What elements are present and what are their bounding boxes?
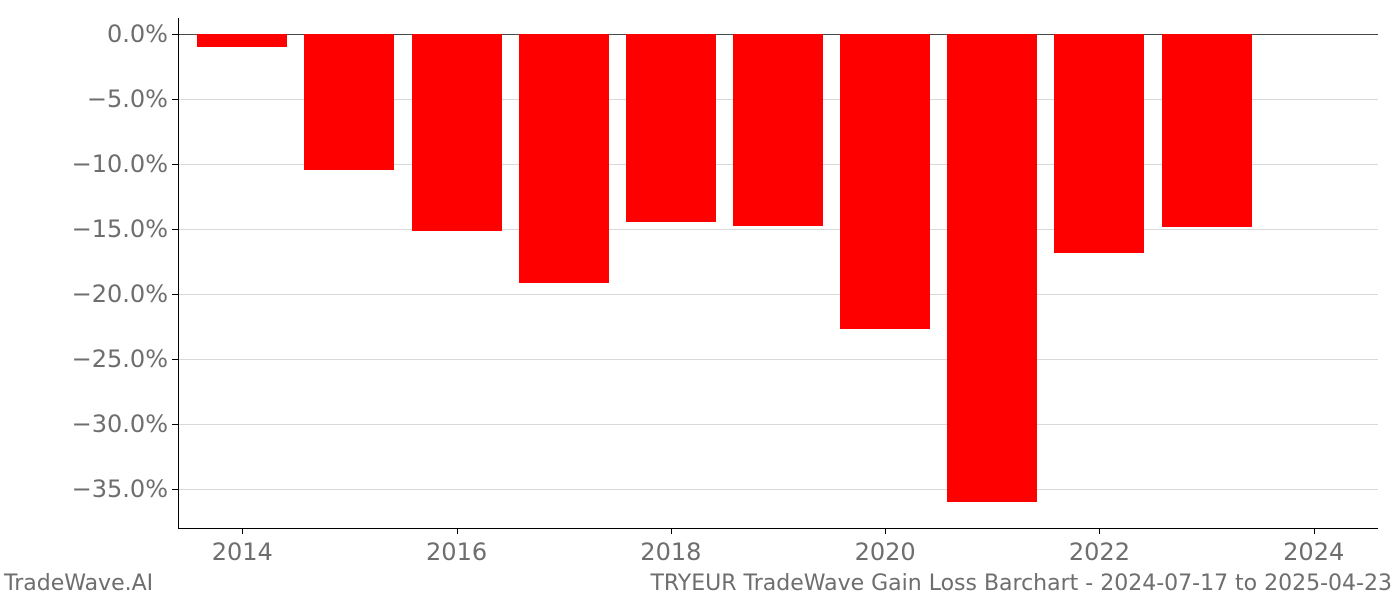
bar [947, 34, 1037, 502]
bar [840, 34, 930, 329]
bar [626, 34, 716, 223]
xtick-label: 2014 [212, 528, 273, 566]
ytick-label: 0.0% [107, 20, 178, 48]
grid-line [178, 424, 1378, 425]
bar [412, 34, 502, 232]
gain-loss-barchart: 0.0% −5.0% −10.0% −15.0% −20.0% −25.0% −30.0% −… [0, 0, 1400, 600]
bar [304, 34, 394, 171]
grid-line [178, 489, 1378, 490]
ytick-label: −35.0% [72, 475, 178, 503]
ytick-label: −30.0% [72, 410, 178, 438]
grid-line [178, 294, 1378, 295]
x-axis-spine [178, 528, 1378, 529]
xtick-label: 2020 [855, 528, 916, 566]
plot-area: 0.0%−5.0%−10.0%−15.0%−20.0%−25.0%−30.0%−… [178, 18, 1378, 528]
ytick-label: −5.0% [87, 85, 178, 113]
xtick-label: 2018 [640, 528, 701, 566]
grid-line [178, 229, 1378, 230]
ytick-label: −20.0% [72, 280, 178, 308]
bar [1054, 34, 1144, 254]
xtick-label: 2016 [426, 528, 487, 566]
grid-line [178, 359, 1378, 360]
ytick-label: −10.0% [72, 150, 178, 178]
xtick-label: 2022 [1069, 528, 1130, 566]
bar [1162, 34, 1252, 228]
bar [197, 34, 287, 47]
footer-right-text: TRYEUR TradeWave Gain Loss Barchart - 20… [650, 571, 1392, 596]
ytick-label: −15.0% [72, 215, 178, 243]
y-axis-spine [178, 18, 179, 528]
bar [733, 34, 823, 227]
footer-left-text: TradeWave.AI [4, 571, 153, 596]
bar [519, 34, 609, 284]
ytick-label: −25.0% [72, 345, 178, 373]
xtick-label: 2024 [1283, 528, 1344, 566]
